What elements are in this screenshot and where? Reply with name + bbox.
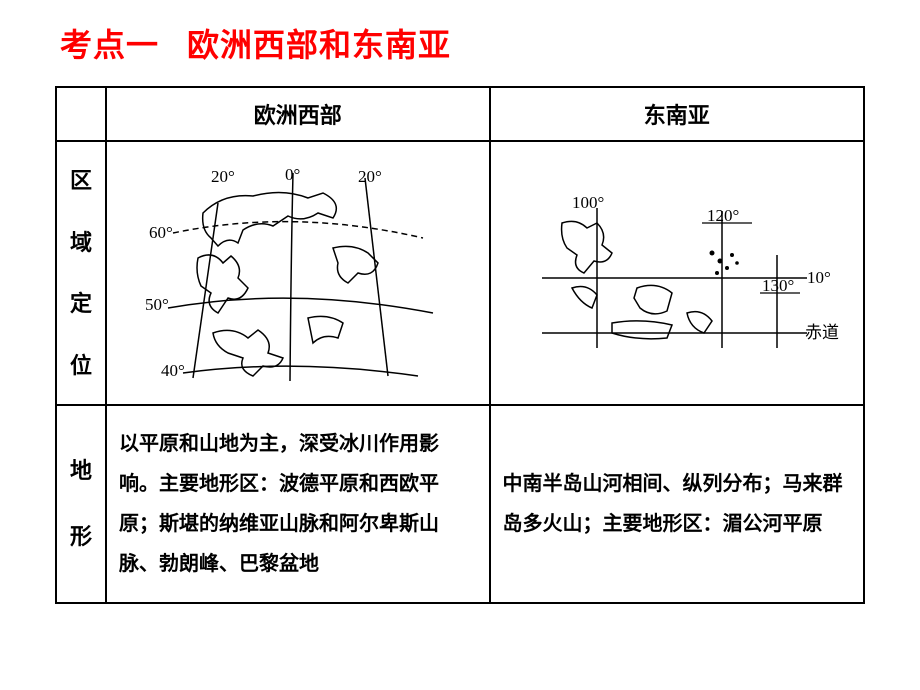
lat-50-label: 50° [145,295,169,314]
header-sea: 东南亚 [490,87,864,141]
europe-map-cell: 20° 0° 20° 60° 50° 40° [106,141,490,405]
lon-130-label: 130° [762,276,794,295]
sea-map: 100° 120° 130° 10° 赤道 [512,183,842,363]
lon-20-label: 20° [358,167,382,186]
lon-0-label: 0° [285,165,300,184]
europe-terrain-content: 以平原和山地为主，深受冰川作用影响。主要地形区：波德平原和西欧平原；斯堪的纳维亚… [106,405,490,603]
terrain-row: 地 形 以平原和山地为主，深受冰川作用影响。主要地形区：波德平原和西欧平原；斯堪… [56,405,864,603]
corner-cell [56,87,106,141]
lat-60-label: 60° [149,223,173,242]
location-row: 区 域 定 位 20° 0° [56,141,864,405]
header-europe: 欧洲西部 [106,87,490,141]
title-part2: 欧洲西部和东南亚 [187,27,451,63]
row-label-terrain: 地 形 [56,405,106,603]
lon-neg20-label: 20° [211,167,235,186]
sea-terrain-content: 中南半岛山河相间、纵列分布；马来群岛多火山；主要地形区：湄公河平原 [490,405,864,603]
lon-100-label: 100° [572,193,604,212]
header-row: 欧洲西部 东南亚 [56,87,864,141]
sea-map-cell: 100° 120° 130° 10° 赤道 [490,141,864,405]
title-part1: 考点一 [60,27,159,63]
europe-map: 20° 0° 20° 60° 50° 40° [143,158,453,388]
page-title: 考点一欧洲西部和东南亚 [55,20,865,66]
row-label-location: 区 域 定 位 [56,141,106,405]
lon-120-label: 120° [707,206,739,225]
lat-10-label: 10° [807,268,831,287]
equator-label: 赤道 [805,323,839,342]
lat-40-label: 40° [161,361,185,380]
comparison-table: 欧洲西部 东南亚 区 域 定 位 [55,86,865,604]
